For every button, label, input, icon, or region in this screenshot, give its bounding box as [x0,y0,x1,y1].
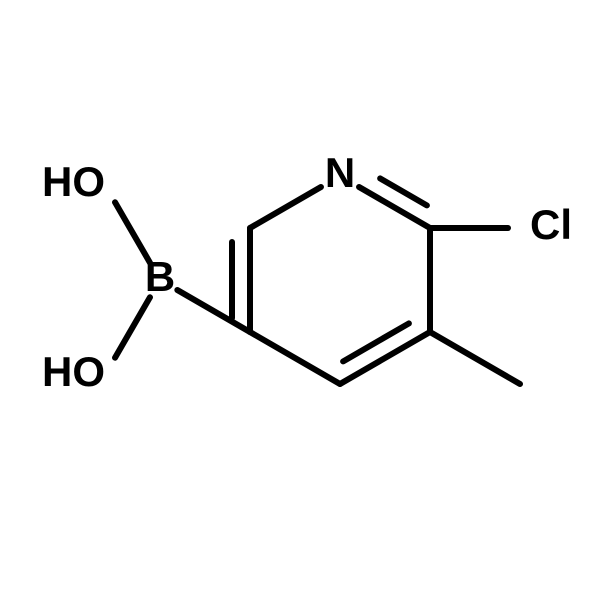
bond-B-O2 [115,297,150,357]
bond-N-C6 [250,187,321,228]
bond-C3-C4-inner [343,323,409,361]
atom-label-Cl: Cl [530,201,572,248]
atom-label-N: N [325,149,355,196]
molecule-diagram: N Cl B HO HO [0,0,600,600]
atom-label-B: B [145,253,175,300]
bond-C5-B [177,290,250,332]
bond-C4-C5 [250,332,340,384]
bond-N-C2-outer [359,187,430,228]
atom-label-O1: HO [42,158,105,205]
bond-C3-CH3 [430,332,520,384]
atom-label-O2: HO [42,348,105,395]
